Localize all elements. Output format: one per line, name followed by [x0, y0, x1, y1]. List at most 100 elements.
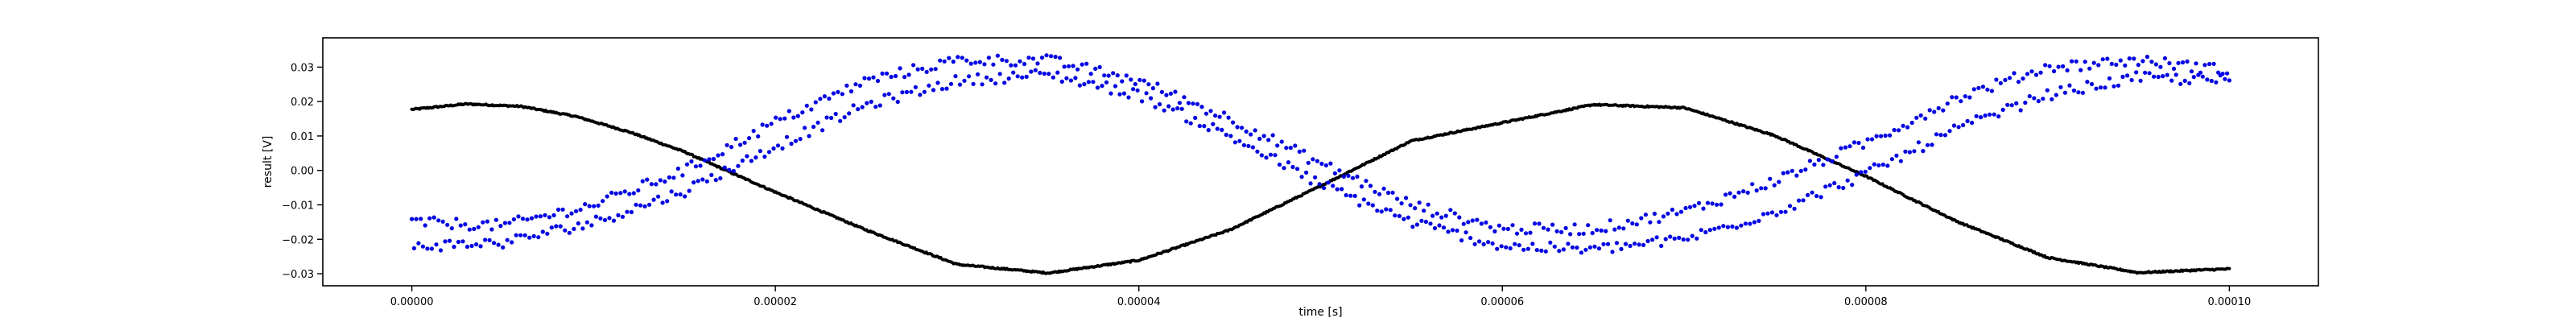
data-point	[1925, 142, 1930, 147]
data-point	[1013, 63, 1018, 68]
data-point	[1237, 138, 1242, 143]
data-point	[2083, 60, 2087, 64]
data-point	[669, 189, 674, 194]
data-point	[2094, 86, 2099, 91]
data-point	[1295, 167, 1300, 171]
data-point	[1015, 74, 1020, 79]
data-point	[1521, 247, 1526, 252]
data-point	[2036, 99, 2041, 104]
data-point	[889, 74, 894, 80]
data-point	[1592, 244, 1597, 249]
data-point	[939, 87, 945, 92]
data-point	[489, 227, 494, 232]
data-point	[1055, 70, 1060, 75]
y-tick-label: 0.02	[291, 97, 314, 109]
data-point	[1979, 115, 1984, 120]
data-point	[1250, 145, 1255, 150]
data-point	[789, 141, 794, 147]
data-point	[1406, 215, 1410, 220]
data-point	[964, 58, 969, 63]
data-point	[2029, 69, 2034, 74]
data-point	[1175, 105, 1180, 111]
data-point	[1596, 246, 1602, 251]
data-point	[1936, 105, 1941, 110]
data-point	[1696, 200, 1702, 205]
data-point	[1140, 99, 1145, 104]
data-point	[800, 110, 805, 115]
series-blue	[410, 53, 2231, 255]
data-point	[1306, 160, 1311, 165]
data-point	[1712, 226, 1717, 231]
data-point	[836, 89, 840, 94]
data-point	[1053, 54, 1058, 60]
data-point	[933, 67, 938, 72]
data-point	[1203, 111, 1209, 116]
data-point	[1643, 213, 1648, 217]
data-point	[563, 228, 568, 233]
data-point	[1561, 247, 1566, 252]
data-point	[1111, 71, 1116, 76]
data-point	[1153, 105, 1158, 109]
data-point	[452, 245, 456, 250]
data-point	[736, 163, 741, 168]
data-point	[1663, 237, 1668, 242]
data-point	[1373, 189, 1377, 194]
data-point	[1346, 173, 1351, 178]
data-point	[1994, 77, 1999, 82]
data-point	[1024, 74, 1029, 79]
data-point	[1155, 81, 1160, 86]
data-point	[1797, 198, 1802, 203]
data-point	[811, 124, 816, 130]
data-point	[1470, 218, 1475, 223]
data-point	[1888, 133, 1893, 138]
data-point	[1681, 237, 1686, 242]
data-point	[420, 244, 426, 249]
data-point	[848, 89, 854, 94]
data-point	[1423, 219, 1428, 225]
data-point	[720, 152, 725, 157]
data-point	[902, 75, 907, 80]
data-point	[1084, 61, 1089, 66]
data-point	[1630, 221, 1635, 226]
data-point	[1816, 158, 1821, 163]
data-point	[766, 150, 772, 155]
data-point	[1670, 207, 1674, 213]
data-point	[2123, 63, 2128, 68]
data-point	[1951, 123, 1957, 128]
data-point	[2043, 63, 2048, 68]
data-point	[1739, 223, 1744, 228]
data-point	[2225, 71, 2230, 76]
data-point	[731, 168, 737, 174]
data-point	[1583, 247, 1588, 252]
data-point	[1211, 122, 1216, 126]
data-point	[2200, 74, 2205, 79]
data-point	[1590, 230, 1595, 236]
data-point	[929, 67, 934, 72]
data-point	[1046, 72, 1051, 76]
data-point	[1270, 133, 1275, 138]
data-point	[1790, 168, 1794, 173]
data-point	[904, 89, 909, 94]
data-point	[1989, 89, 1994, 93]
data-point	[1104, 80, 1109, 85]
data-point	[847, 111, 852, 116]
data-point	[693, 164, 699, 169]
data-point	[429, 246, 435, 251]
data-point	[1273, 153, 1278, 158]
data-point	[2194, 61, 2198, 66]
data-point	[1020, 75, 1025, 80]
data-point	[598, 216, 603, 221]
data-point	[1042, 71, 1046, 76]
data-point	[2227, 266, 2231, 270]
data-point	[2125, 73, 2130, 78]
data-point	[1335, 187, 1340, 192]
data-point	[1213, 114, 1218, 118]
data-point	[514, 233, 518, 237]
data-point	[2114, 62, 2119, 67]
data-point	[1463, 230, 1468, 235]
data-point	[1390, 190, 1395, 195]
data-point	[2071, 88, 2076, 93]
data-point	[2027, 93, 2032, 99]
data-point	[704, 179, 709, 184]
data-point	[1430, 213, 1435, 218]
